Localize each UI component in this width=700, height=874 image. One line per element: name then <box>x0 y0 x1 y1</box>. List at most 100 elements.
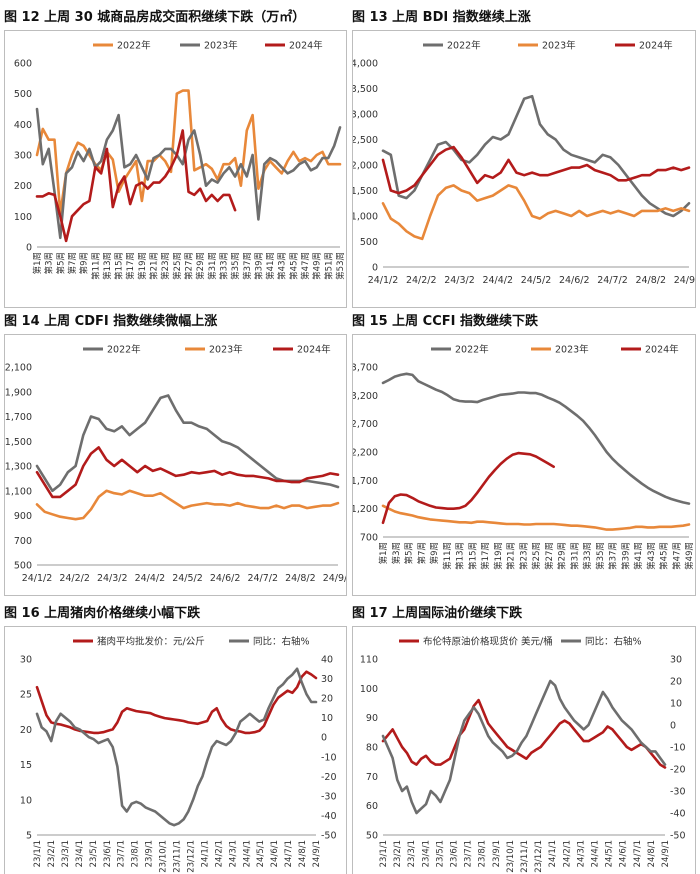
fig17-xtick-label: 24/5/1 <box>605 840 615 867</box>
fig12-legend-label: 2022年 <box>117 40 151 52</box>
fig17-ytick-label: 50 <box>366 831 378 842</box>
fig15-ytick-label: 1,200 <box>353 504 378 515</box>
fig12-xtick-label: 第33周 <box>218 252 229 280</box>
fig14-ytick-label: 1,300 <box>5 462 32 473</box>
fig17-y2tick-label: 0 <box>670 721 676 732</box>
fig12-xtick-label: 第11周 <box>90 252 101 280</box>
fig17-ytick-label: 80 <box>366 743 378 754</box>
fig14-xtick-label: 24/3/2 <box>97 573 128 584</box>
fig15-legend-label: 2024年 <box>645 344 679 356</box>
fig16-title: 图 16 上周猪肉价格继续小幅下跌 <box>4 606 201 621</box>
fig13-series-2022年 <box>381 94 691 218</box>
fig17-series-布伦特原油价格现货价 美元/桶 <box>381 698 667 769</box>
fig12-chart: 0 100 200 300 400 500 600 第1周 第3周 第5周 第7周 第9周 第11周 第1… <box>4 30 347 308</box>
fig17-xtick-label: 24/7/1 <box>633 840 643 867</box>
fig14-svg: 500 700 900 1,100 1,300 1,500 1,700 1,900 2,100 2… <box>5 344 353 585</box>
fig13-ytick-label: 1,500 <box>353 186 378 197</box>
fig12-xtick-label: 第53周 <box>335 252 346 280</box>
fig12-ytick-label: 300 <box>14 151 32 162</box>
fig13-series-2024年 <box>381 145 691 195</box>
fig14-panel: 图 14 上周 CDFI 指数继续微幅上涨 500 700 900 1,100 1,300… <box>4 304 353 596</box>
fig13-legend-label: 2023年 <box>542 40 576 52</box>
fig17-y2tick-label: 20 <box>670 677 682 688</box>
fig12-ytick-label: 400 <box>14 120 32 131</box>
fig14-ytick-label: 1,100 <box>5 486 32 497</box>
fig14-xtick-label: 24/9/2 <box>323 573 346 584</box>
fig13-ytick-label: 500 <box>360 237 378 248</box>
fig16-xtick-label: 23/10/1 <box>159 840 169 873</box>
fig16-xtick-label: 24/9/1 <box>312 840 322 867</box>
fig16-xtick-label: 24/5/1 <box>256 840 266 867</box>
fig12-xtick-label: 第19周 <box>137 252 148 280</box>
fig16-xtick-label: 23/12/1 <box>186 840 196 873</box>
fig17-xtick-label: 23/2/1 <box>393 840 403 867</box>
fig12-xtick-label: 第45周 <box>288 252 299 280</box>
fig12-legend-label: 2024年 <box>289 40 323 52</box>
fig14-xtick-label: 24/6/2 <box>210 573 241 584</box>
fig12-xtick-label: 第31周 <box>207 252 218 280</box>
fig14-ytick-label: 700 <box>14 536 32 547</box>
fig17-y2tick-label: -30 <box>670 787 686 798</box>
fig12-xtick-label: 第37周 <box>242 252 253 280</box>
fig13-panel: 图 13 上周 BDI 指数继续上涨 0 500 1,000 1,500 2,000 2,5… <box>351 0 700 308</box>
fig16-svg: 5 10 15 20 25 30 -50 -40 -30 -20 -10 0 10 20 30 40 23/1/… <box>20 636 337 873</box>
fig17-xtick-label: 24/8/1 <box>647 840 657 867</box>
fig13-xtick-label: 24/4/2 <box>482 275 513 286</box>
fig12-series-2022年 <box>35 89 342 215</box>
fig17-legend-label: 同比：右轴% <box>585 636 642 648</box>
fig14-ytick-label: 1,900 <box>5 387 32 398</box>
fig15-xtick-label: 第11周 <box>442 542 453 570</box>
fig13-ytick-label: 2,500 <box>353 135 378 146</box>
fig16-xtick-label: 24/3/1 <box>228 840 238 867</box>
fig17-ytick-label: 70 <box>366 772 378 783</box>
fig15-legend-label: 2022年 <box>455 344 489 356</box>
fig12-xtick-label: 第29周 <box>195 252 206 280</box>
fig16-xtick-label: 23/2/1 <box>47 840 57 867</box>
fig15-xtick-label: 第21周 <box>506 542 517 570</box>
fig13-xtick-label: 24/8/2 <box>635 275 666 286</box>
fig17-xtick-label: 23/6/1 <box>450 840 460 867</box>
fig14-xtick-label: 24/1/2 <box>22 573 53 584</box>
fig12-xtick-label: 第43周 <box>277 252 288 280</box>
fig16-xtick-label: 23/1/1 <box>33 840 43 867</box>
fig16-ytick-label: 30 <box>20 655 32 666</box>
fig17-y2tick-label: -50 <box>670 831 686 842</box>
fig16-xtick-label: 24/6/1 <box>270 840 280 867</box>
fig16-xtick-label: 24/4/1 <box>242 840 252 867</box>
fig12-series-2023年 <box>35 107 342 240</box>
fig15-xtick-label: 第35周 <box>595 542 606 570</box>
fig17-chart: 50 60 70 80 90 100 110 -50 -40 -30 -20 -10 0 10 20 30 23… <box>352 626 696 874</box>
fig17-ytick-label: 60 <box>366 801 378 812</box>
fig16-xtick-label: 23/8/1 <box>131 840 141 867</box>
fig14-legend-label: 2022年 <box>107 344 141 356</box>
fig17-y2tick-label: -20 <box>670 765 686 776</box>
fig13-legend-label: 2022年 <box>447 40 481 52</box>
fig16-y2tick-label: 30 <box>321 674 333 685</box>
fig12-xtick-label: 第25周 <box>172 252 183 280</box>
fig15-xtick-label: 第45周 <box>659 542 670 570</box>
fig14-xtick-label: 24/2/2 <box>59 573 90 584</box>
fig17-xtick-label: 23/3/1 <box>407 840 417 867</box>
fig16-xtick-label: 24/7/1 <box>284 840 294 867</box>
fig15-xtick-label: 第1周 <box>378 542 389 564</box>
fig16-legend-label: 同比：右轴% <box>253 636 310 648</box>
fig13-xtick-label: 24/1/2 <box>368 275 399 286</box>
fig12-xtick-label: 第51周 <box>323 252 334 280</box>
fig16-y2tick-label: 20 <box>321 694 333 705</box>
fig13-xtick-label: 24/9/2 <box>674 275 695 286</box>
fig15-xtick-label: 第7周 <box>416 542 427 564</box>
fig12-xtick-label: 第15周 <box>114 252 125 280</box>
fig14-chart: 500 700 900 1,100 1,300 1,500 1,700 1,900 2,100 2… <box>4 334 353 596</box>
fig16-xtick-label: 23/4/1 <box>75 840 85 867</box>
fig17-y2tick-label: 10 <box>670 699 682 710</box>
fig15-ytick-label: 3,700 <box>353 363 378 374</box>
fig17-xtick-label: 23/11/1 <box>520 840 530 873</box>
fig15-legend-label: 2023年 <box>555 344 589 356</box>
fig16-y2tick-label: 40 <box>321 655 333 666</box>
fig12-legend-label: 2023年 <box>204 40 238 52</box>
fig12-xtick-label: 第47周 <box>300 252 311 280</box>
fig12-xtick-label: 第27周 <box>184 252 195 280</box>
fig16-series-猪肉平均批发价：元/公斤 <box>35 670 318 735</box>
fig16-y2tick-label: -10 <box>321 752 337 763</box>
